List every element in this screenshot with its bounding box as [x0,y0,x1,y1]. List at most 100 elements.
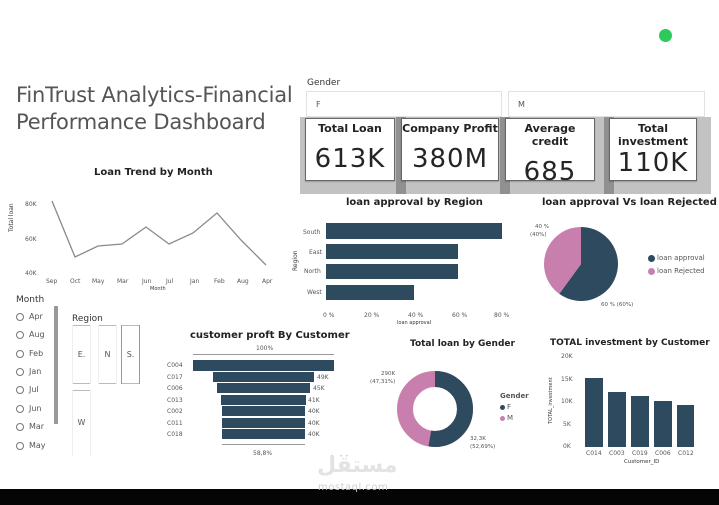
month-option-mar[interactable]: Mar [16,422,44,431]
funnel-chart-title: customer proft By Customer [190,330,350,341]
radio-icon [16,441,24,450]
x-tick: 80 % [494,312,510,319]
region-tile-e[interactable]: E. [72,325,91,384]
pie-data-label: 60 % (60%) [601,302,634,308]
legend-item-rejected[interactable]: loan Rejected [648,267,705,275]
title-line-1: FinTrust Analytics-Financial [16,83,293,107]
kpi-label: Total Loan [318,122,382,135]
y-tick: C002 [167,408,183,415]
kpi-label: Total investment [618,122,689,148]
funnel-value: 49K [317,374,329,381]
month-option-jan[interactable]: Jan [16,367,41,376]
month-option-feb[interactable]: Feb [16,349,43,358]
gender-donut-chart[interactable] [395,369,475,449]
funnel-top-label: 100% [256,345,274,352]
gender-option-m[interactable]: M [508,91,705,117]
kpi-value: 613K [314,144,386,174]
column-c006[interactable] [654,401,672,447]
option-label: Jul [29,385,39,394]
region-tile-w[interactable]: W [72,390,91,456]
pie-chart-title: loan approval Vs loan Rejected [542,197,717,208]
month-slicer-scrollbar[interactable] [54,306,58,424]
bar-north[interactable] [326,264,458,279]
funnel-bar-c004[interactable] [193,360,334,371]
x-tick: Jun [142,278,152,285]
column-c012[interactable] [677,405,694,447]
radio-icon [16,330,24,339]
legend-label: loan Rejected [657,267,705,275]
option-label: Aug [29,330,45,339]
y-tick: C004 [167,362,183,369]
page-title: FinTrust Analytics-Financial Performance… [16,82,293,136]
column-c014[interactable] [585,378,603,447]
radio-icon [16,404,24,413]
kpi-value: 110K [617,148,689,178]
radio-icon [16,349,24,358]
funnel-bar-c018[interactable] [222,429,305,439]
funnel-bar-c002[interactable] [222,406,305,416]
y-tick: C017 [167,374,183,381]
region-tile-n[interactable]: N [98,325,117,384]
legend-item-approval[interactable]: loan approval [648,254,705,262]
loan-trend-line-chart [51,200,267,266]
y-tick: South [303,229,321,236]
x-tick: Mar [117,278,129,285]
option-label: Mar [29,422,45,431]
x-tick: Feb [214,278,225,285]
legend-label: M [507,414,514,422]
y-tick: C013 [167,397,183,404]
y-tick: 5K [563,421,571,428]
bar-south[interactable] [326,223,502,239]
y-tick: 60K [25,236,37,243]
funnel-bar-c017[interactable] [213,372,314,382]
kpi-label: Average credit [524,122,576,148]
region-slicer-label: Region [72,314,103,324]
bar-west[interactable] [326,285,414,300]
column-c003[interactable] [608,392,626,447]
column-c019[interactable] [631,396,649,447]
gender-option-f[interactable]: F [306,91,502,117]
month-option-jun[interactable]: Jun [16,404,42,413]
x-tick: Oct [70,278,81,285]
footer-bar [0,489,719,505]
funnel-value: 40K [308,408,320,415]
tile-label: W [77,418,86,427]
funnel-bar-c006[interactable] [217,383,310,393]
funnel-top-bracket [193,354,334,355]
month-option-aug[interactable]: Aug [16,330,45,339]
region-chart-title: loan approval by Region [346,197,483,208]
x-tick: 40 % [408,312,424,319]
x-tick: 20 % [364,312,380,319]
y-tick: 20K [561,353,573,360]
y-tick: 40K [25,270,37,277]
funnel-bar-c013[interactable] [221,395,306,405]
legend-item-m[interactable]: M [500,414,513,422]
line-chart-title: Loan Trend by Month [94,167,213,178]
invest-chart-ylabel: TOTAL_investment [548,377,554,424]
month-option-may[interactable]: May [16,441,46,450]
donut-data-label: 290K [381,371,396,377]
option-label: Feb [29,349,44,358]
month-option-apr[interactable]: Apr [16,312,43,321]
tile-label: E. [77,350,86,359]
funnel-bottom-bracket [222,444,305,445]
x-tick: Apr [262,278,273,285]
region-chart-xlabel: loan approval [397,320,432,326]
x-tick: C006 [655,450,671,457]
kpi-card-company-profit: Company Profit 380M [401,118,499,181]
month-option-jul[interactable]: Jul [16,385,39,394]
approval-pie-chart[interactable] [543,226,619,302]
funnel-value: 41K [308,397,320,404]
bar-east[interactable] [326,244,458,259]
more-options-icon[interactable]: • •• [330,453,351,460]
legend-label: F [507,403,512,411]
legend-dot-icon [648,267,655,275]
region-tile-s[interactable]: S. [121,325,140,384]
x-tick: C014 [586,450,602,457]
pie-data-label: (40%) [530,232,547,238]
legend-item-f[interactable]: F [500,403,511,411]
funnel-bar-c011[interactable] [222,418,305,428]
y-tick: C011 [167,420,183,427]
donut-legend-title: Gender [500,392,529,400]
